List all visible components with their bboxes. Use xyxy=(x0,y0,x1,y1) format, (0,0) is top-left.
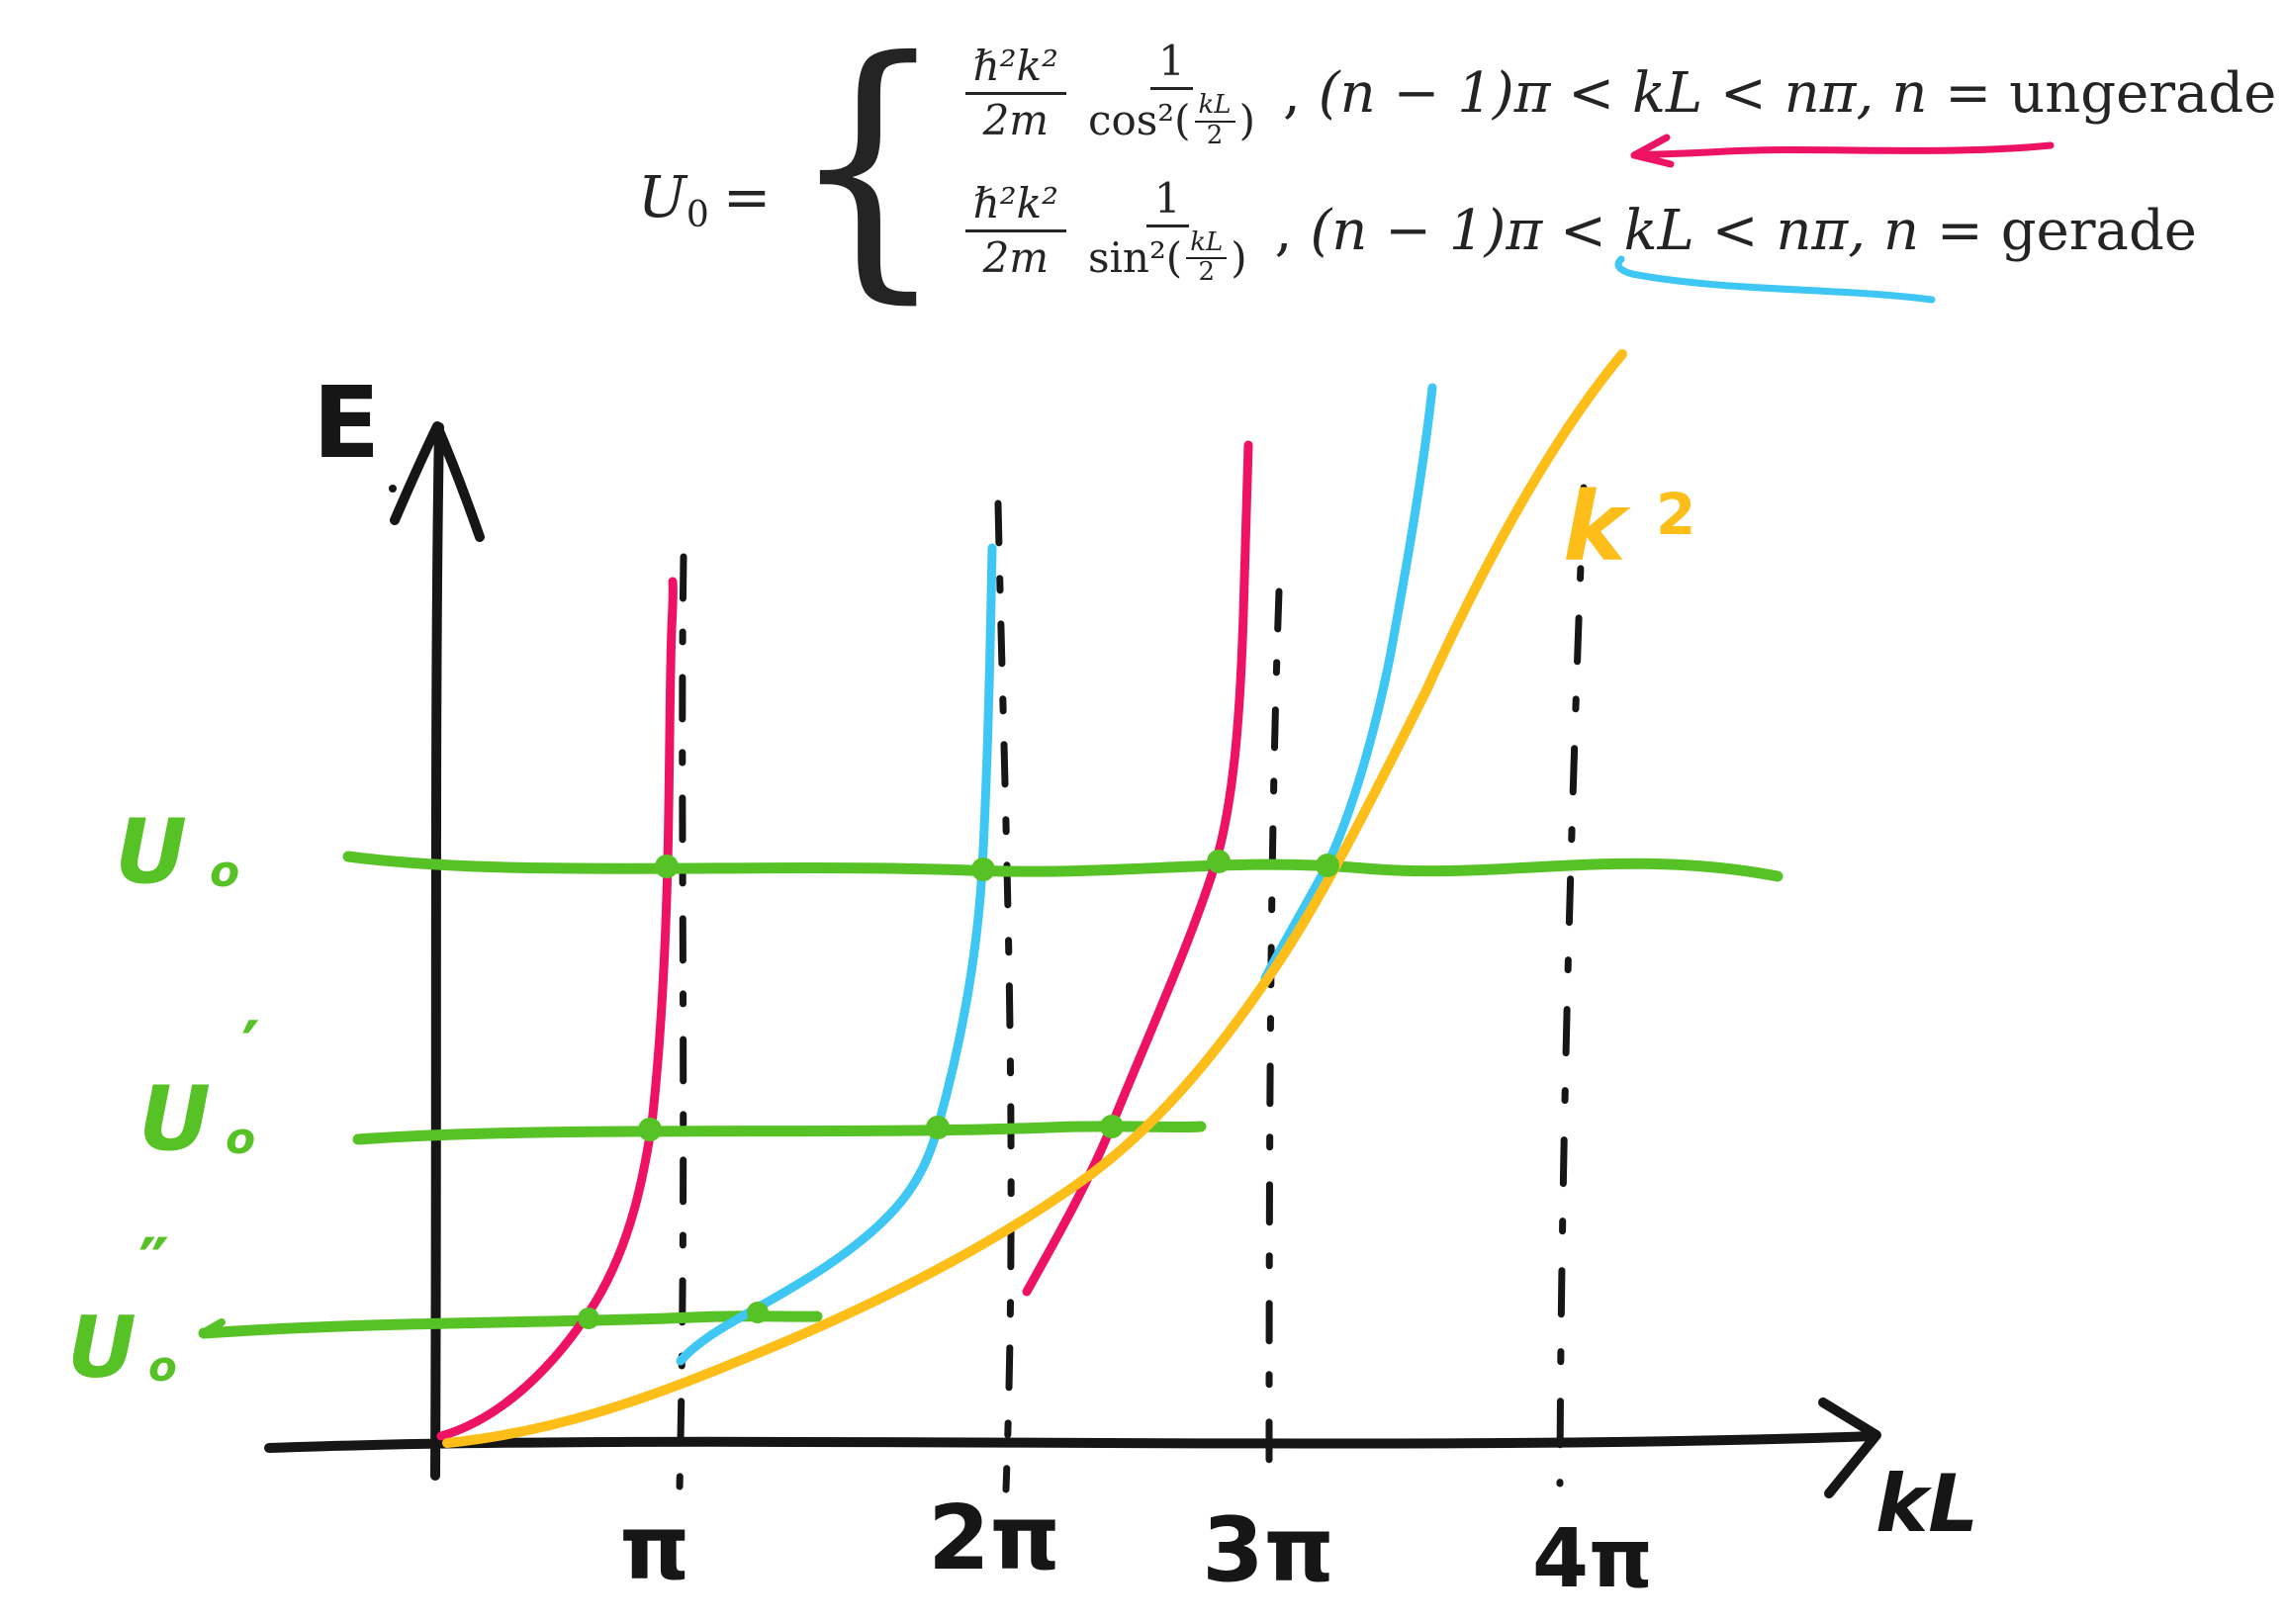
pink-underline-arrow xyxy=(1630,141,2055,159)
tick-label-4pi: 4π xyxy=(1532,1512,1653,1606)
x-axis-label: kL xyxy=(1875,1458,1978,1550)
dot-u0-pink1 xyxy=(655,855,679,878)
dashed-asymptote-3pi xyxy=(1265,587,1283,1493)
u0-level-line xyxy=(342,851,1783,882)
dot-u0p-pink1 xyxy=(638,1118,662,1141)
sin-fraction: 1 sin²( kL 2 ) xyxy=(1087,173,1247,288)
equation-rows: ℏ²k² 2m 1 cos²( kL 2 ) , xyxy=(964,37,2277,288)
svg-text:U: U xyxy=(138,1067,211,1171)
svg-text:o: o xyxy=(210,847,239,897)
dot-u0p-cyan1 xyxy=(926,1116,950,1139)
cyan-underline-swoosh xyxy=(1614,255,1936,304)
x-axis-arrowhead-icon xyxy=(1818,1398,1881,1498)
u0-label: U o xyxy=(115,800,239,904)
svg-text:U: U xyxy=(115,800,187,904)
condition-ungerade: , (n − 1)π < kL < nπ, n = ungerade xyxy=(1282,60,2277,126)
inner-fraction: kL 2 xyxy=(1186,228,1228,287)
y-axis xyxy=(430,422,444,1481)
k-squared-label-base: k xyxy=(1563,472,1631,583)
y-axis-arrowhead-icon xyxy=(390,421,485,542)
equation-lhs-symbol: U xyxy=(638,162,686,230)
u0-prime-label: U o ′ xyxy=(138,1006,260,1171)
pink-cos-branch-1 xyxy=(436,577,678,1441)
dot-u0pp-pink1 xyxy=(578,1308,599,1329)
dashed-asymptote-2pi xyxy=(994,499,1015,1493)
intersection-dots xyxy=(578,850,1339,1329)
dot-u0-cyan2 xyxy=(1316,854,1339,877)
tick-label-pi: π xyxy=(619,1496,689,1600)
dot-u0-pink2 xyxy=(1207,850,1231,873)
svg-text:′: ′ xyxy=(241,1006,260,1089)
dashed-asymptote-4pi xyxy=(1556,484,1588,1488)
u0-prime-level-line xyxy=(352,1121,1207,1145)
equals-sign: = xyxy=(722,162,772,230)
y-axis-label: E xyxy=(313,365,380,481)
tick-label-2pi: 2π xyxy=(928,1487,1060,1590)
u0-double-prime-label: U o ″ xyxy=(67,1223,177,1398)
dot-u0p-pink2 xyxy=(1100,1115,1124,1138)
dot-u0pp-cyan1 xyxy=(747,1302,769,1323)
equation-lhs-subscript: 0 xyxy=(686,194,709,235)
svg-text:o: o xyxy=(226,1114,255,1164)
equation-row-gerade: ℏ²k² 2m 1 sin²( kL 2 ) , xyxy=(964,173,2277,288)
cyan-sin-branch-2 xyxy=(1260,383,1437,983)
svg-text:″: ″ xyxy=(138,1223,169,1305)
dashed-asymptote-pi xyxy=(676,553,687,1493)
equation-row-ungerade: ℏ²k² 2m 1 cos²( kL 2 ) , xyxy=(964,37,2277,150)
hbar-fraction: ℏ²k² 2m xyxy=(964,42,1066,145)
inner-fraction: kL 2 xyxy=(1194,92,1235,149)
ink-dot xyxy=(389,485,397,493)
hbar-fraction: ℏ²k² 2m xyxy=(964,179,1066,283)
svg-text:U: U xyxy=(67,1299,137,1398)
condition-gerade: , (n − 1)π < kL < nπ, n = gerade xyxy=(1274,198,2197,263)
u0-double-prime-line-start-flick xyxy=(199,1318,226,1337)
u0-double-prime-level-line xyxy=(198,1310,823,1339)
k-squared-label-exponent: 2 xyxy=(1656,481,1695,548)
tick-label-3pi: 3π xyxy=(1202,1498,1334,1602)
dot-u0-cyan1 xyxy=(971,857,995,881)
pink-arrowhead-icon xyxy=(1630,134,1675,168)
cos-fraction: 1 cos²( kL 2 ) xyxy=(1087,37,1255,150)
k-squared-label: k 2 xyxy=(1563,472,1695,583)
svg-text:o: o xyxy=(148,1342,177,1391)
cyan-sin-branch-1 xyxy=(676,543,997,1366)
orange-k-squared-curve xyxy=(442,349,1627,1448)
